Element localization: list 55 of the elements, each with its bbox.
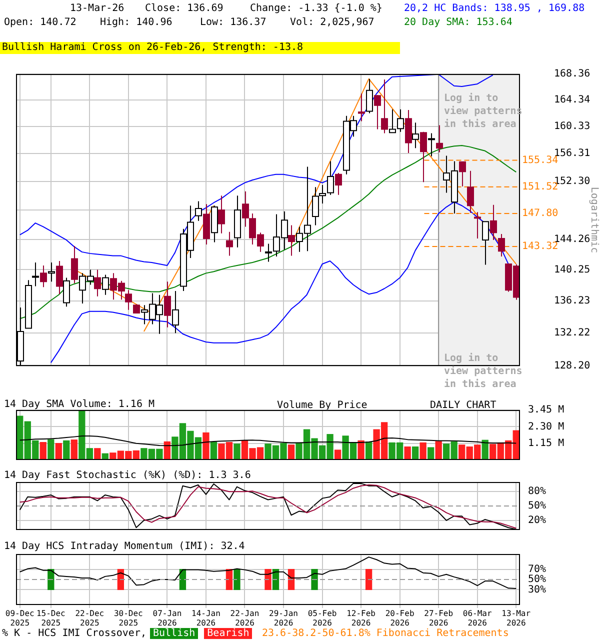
text: 20 Day SMA: 153.64 bbox=[404, 17, 512, 29]
ref-line-label: 151.52 bbox=[522, 182, 558, 193]
text: Vol: 2,025,967 bbox=[290, 17, 374, 29]
y-axis-title: Logarithmic bbox=[588, 186, 600, 254]
y-tick-label: 20% bbox=[528, 514, 546, 526]
x-tick-label: 14-Jan 2026 bbox=[192, 608, 221, 628]
text: Low: 136.37 bbox=[200, 17, 266, 29]
text: 13-Mar-26 bbox=[70, 3, 124, 15]
y-tick-label: 136.23 bbox=[554, 295, 590, 306]
x-tick-label: 06-Mar 2026 bbox=[462, 608, 492, 628]
chart-title: 14 Day Fast Stochastic (%K) (%D): 1.3 3.6 bbox=[4, 470, 251, 482]
chart-title: 14 Day SMA Volume: 1.16 M bbox=[4, 399, 155, 411]
y-tick-label: 3.45 M bbox=[528, 404, 564, 416]
x-tick-label: 13-Mar 2026 bbox=[502, 608, 531, 628]
text: Open: 140.72 bbox=[4, 17, 76, 29]
x-tick-label: 07-Jan 2026 bbox=[152, 608, 182, 628]
y-tick-label: 168.36 bbox=[554, 68, 590, 80]
ref-line-label: 155.34 bbox=[522, 154, 558, 166]
y-tick-label: 2.30 M bbox=[528, 421, 564, 432]
text: Change: -1.33 {-1.0 %} bbox=[250, 3, 382, 15]
text: Bearish bbox=[204, 628, 252, 639]
y-tick-label: 1.15 M bbox=[528, 438, 564, 449]
x-tick-label: 20-Feb 2026 bbox=[385, 608, 414, 628]
x-tick-label: 30-Dec 2025 bbox=[114, 608, 144, 628]
x-tick-label: 09-Dec 2025 bbox=[5, 608, 35, 628]
y-tick-label: 140.25 bbox=[554, 264, 590, 276]
text: Close: 136.69 bbox=[145, 3, 224, 15]
text: Bullish bbox=[150, 628, 198, 639]
y-tick-label: 50% bbox=[528, 500, 546, 512]
y-tick-label: 132.22 bbox=[554, 328, 590, 339]
x-tick-label: 05-Feb 2026 bbox=[308, 608, 337, 628]
y-tick-label: 30% bbox=[528, 584, 546, 596]
chart-title: 14 Day HCS Intraday Momentum (IMI): 32.4 bbox=[4, 541, 245, 553]
text: % K - HCS IMI Crossover, bbox=[2, 628, 146, 640]
text: 20,2 HC Bands: 138.95 , 169.88 bbox=[404, 3, 585, 15]
annotation: Log in to view patterns in this area bbox=[444, 352, 524, 391]
x-tick-label: 29-Jan 2026 bbox=[269, 608, 298, 628]
x-tick-label: 22-Jan 2026 bbox=[230, 608, 260, 628]
x-tick-label: 12-Feb 2026 bbox=[346, 608, 376, 628]
y-tick-label: 50% bbox=[528, 574, 546, 586]
x-tick-label: 27-Feb 2026 bbox=[424, 608, 454, 628]
ref-line-label: 143.32 bbox=[522, 241, 558, 252]
y-tick-label: 164.34 bbox=[554, 94, 590, 106]
x-tick-label: 15-Dec 2025 bbox=[36, 608, 66, 628]
text: High: 140.96 bbox=[100, 17, 172, 29]
y-tick-label: 70% bbox=[528, 564, 546, 575]
x-tick-label: 22-Dec 2025 bbox=[75, 608, 104, 628]
text: 23.6-38.2-50-61.8% Fibonacci Retracements bbox=[262, 628, 509, 640]
annotation: Volume By Price bbox=[276, 400, 368, 412]
annotation: DAILY CHART bbox=[430, 400, 496, 412]
chart-title: Bullish Harami Cross on 26-Feb-26, Strength: -13.8 bbox=[0, 42, 400, 54]
y-tick-label: 128.20 bbox=[554, 360, 590, 372]
ref-line-label: 147.80 bbox=[522, 208, 558, 220]
y-tick-label: 160.33 bbox=[554, 120, 590, 132]
y-tick-label: 80% bbox=[528, 486, 546, 498]
